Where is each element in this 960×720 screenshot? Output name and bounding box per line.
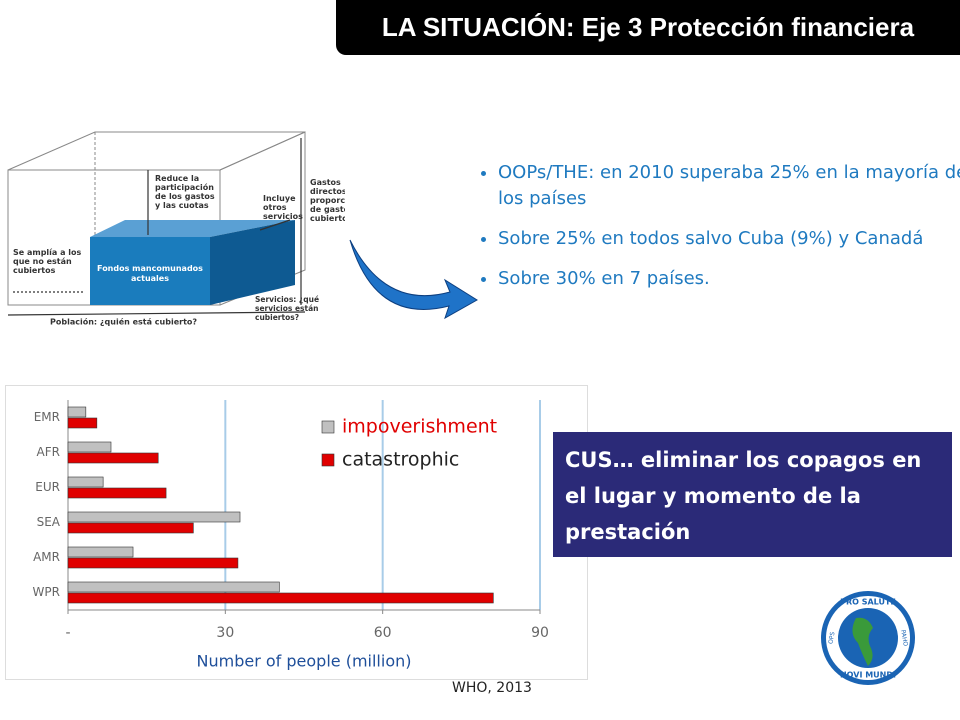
y-tick-label: SEA — [37, 515, 61, 529]
bullet-list: OOPs/THE: en 2010 superaba 25% en la may… — [466, 160, 960, 306]
logo-left: OPS — [827, 631, 836, 644]
coverage-diagram: Reduce la participación de los gastos y las… — [7, 131, 345, 327]
y-tick-label: AMR — [33, 550, 60, 564]
x-tick-label: - — [65, 625, 70, 641]
bar — [67, 441, 112, 453]
bar — [67, 511, 241, 523]
x-tick-label: 90 — [531, 625, 549, 641]
legend-swatch — [321, 420, 335, 434]
x-tick-label: 30 — [216, 625, 234, 641]
legend-label: impoverishment — [342, 416, 497, 438]
label-servicios: Servicios: ¿qué servicios están cubiertos? — [255, 295, 319, 322]
bar — [67, 452, 159, 464]
x-tick-label: 60 — [374, 625, 392, 641]
logo-bottom: NOVI MUNDI — [840, 671, 896, 680]
logo-right: PAHO — [899, 629, 909, 647]
logo-top: PRO SALUTE — [840, 598, 896, 607]
chart: Number of people (million) - 30 60 90 EMR AFR… — [5, 385, 588, 680]
label-incluye: Incluye otros servicios — [263, 194, 303, 221]
label-fondos: Fondos mancomunados actuales — [97, 264, 203, 283]
bar — [67, 546, 134, 558]
pool-side — [210, 220, 295, 305]
y-tick-label: EUR — [35, 480, 60, 494]
legend-swatch — [321, 453, 335, 467]
y-tick-label: WPR — [33, 585, 60, 599]
x-axis-label: Number of people (million) — [197, 652, 412, 671]
source-note: WHO, 2013 — [452, 680, 532, 696]
bar — [67, 476, 104, 488]
curved-arrow — [349, 239, 478, 320]
label-poblacion: Población: ¿quién está cubierto? — [50, 317, 197, 327]
bar — [67, 592, 494, 604]
callout-box: CUS… eliminar los copagos en el lugar y … — [553, 432, 952, 557]
bullet: OOPs/THE: en 2010 superaba 25% en la may… — [498, 160, 960, 212]
bar — [67, 581, 280, 593]
y-tick-label: EMR — [34, 410, 60, 424]
bullet: Sobre 25% en todos salvo Cuba (9%) y Can… — [498, 226, 960, 252]
y-tick-label: AFR — [37, 445, 60, 459]
bar — [67, 557, 239, 569]
slide-title: LA SITUACIÓN: Eje 3 Protección financier… — [336, 0, 960, 55]
bullet: Sobre 30% en 7 países. — [498, 266, 960, 292]
legend-label: catastrophic — [342, 449, 459, 471]
bar — [67, 406, 87, 418]
bar — [67, 417, 98, 429]
logo: PRO SALUTE NOVI MUNDI OPS PAHO — [821, 591, 915, 685]
bar — [67, 487, 167, 499]
label-reduce: Reduce la participación de los gastos y las… — [155, 174, 215, 210]
bar — [67, 522, 194, 534]
pool-front — [90, 237, 210, 305]
diagram-labels: Reduce la participación de los gastos y las… — [13, 174, 345, 327]
label-amplia: Se amplía a los que no están cubiertos — [13, 248, 82, 275]
pool-top — [90, 220, 295, 237]
arrows — [7, 138, 306, 316]
